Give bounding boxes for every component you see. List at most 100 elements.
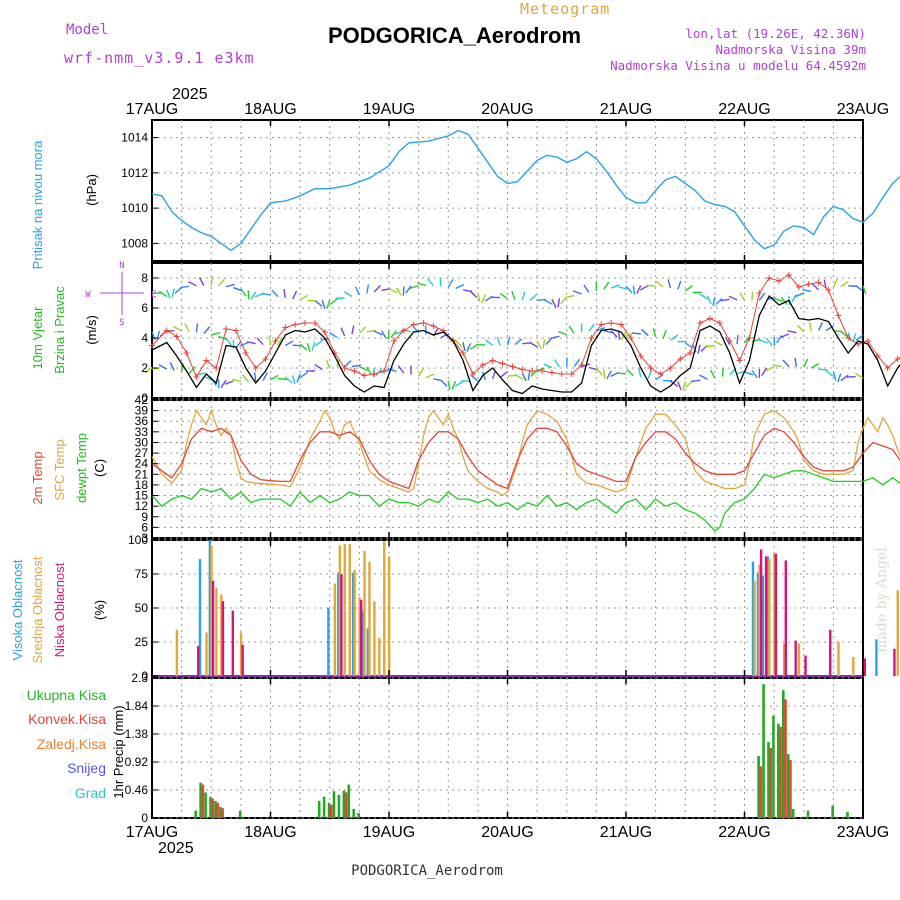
wind-direction-arrow [246,340,256,345]
wind-gust-marker [845,335,852,341]
cloud-bar [205,632,208,676]
cloud-bar [175,629,179,676]
precip-bar [211,798,215,818]
wind-direction-arrow [395,287,402,296]
cloud-bar [773,553,776,676]
wind-direction-arrow [462,289,473,293]
cloud-bar [337,572,340,676]
wind-direction-legend: N W E S [85,261,156,328]
temp-line-2m-temp [151,427,900,490]
cloud-bar [751,561,755,676]
wind-direction-arrow [670,334,679,341]
wind-direction-arrow [596,327,606,332]
wind-direction-arrow [543,363,553,369]
wind-gust-marker [420,320,427,326]
wind-gust-marker [311,320,318,326]
day-label-top: 23AUG [837,101,889,118]
wind-direction-arrow [759,339,769,344]
wind-axis-title: 10m Vjetar Brzina i Pravac (m/s) [30,286,99,374]
wind-direction-arrow [314,363,323,371]
precip-title: 1hr Precip (mm) [111,705,126,798]
precip-bar [347,784,351,818]
wind-direction-arrow [652,328,657,338]
wind-gust-marker [558,371,565,377]
temp-title-4: (C) [92,459,107,477]
cloud-title-3: Niska Oblacnost [52,562,67,657]
wind-direction-arrow [544,299,553,305]
cloud-bar [241,644,244,676]
precip-bar [772,715,775,818]
wind-direction-arrow [240,288,247,297]
wind-direction-arrow [632,285,636,295]
precip-bar [789,760,792,818]
wind-direction-arrow [359,365,368,372]
wind-gust-marker [598,321,605,328]
precip-bar [757,755,760,818]
wind-direction-arrow [454,380,464,387]
wind-gust-marker [489,357,496,364]
cloud-bar [863,658,866,676]
cloud-bar [211,580,215,676]
wind-gust-marker [252,365,259,371]
wind-gust-marker [697,320,704,326]
cloud-bar [351,572,355,676]
precip-bar [329,804,333,818]
precip-bar [344,792,348,818]
wind-direction-arrow [261,292,271,296]
temperature-ytick-label: 24 [135,457,149,471]
cloud-bar [378,637,381,676]
wind-direction-arrow [461,380,471,383]
cloud-bar [837,642,840,676]
wind-title-3: (m/s) [84,315,99,345]
temperature-ytick-label: 33 [135,425,149,439]
wind-direction-arrow [292,375,296,385]
wind-direction-arrow [529,294,538,302]
precip-bar [786,754,790,818]
wind-direction-arrow [728,295,738,301]
wind-direction-arrow [292,290,298,300]
wind-gust-marker [815,279,822,286]
wind-direction-arrow [299,343,308,351]
pressure-ytick-label: 1012 [121,166,148,180]
wind-direction-arrow [713,340,723,346]
wind-gust-marker [795,284,802,290]
precip-bar [782,690,785,818]
pressure-ytick-label: 1014 [121,131,148,145]
legend-snow: Snijeg [67,760,106,776]
cloud-bar [753,580,756,676]
wind-direction-arrow [655,280,664,288]
wind-direction-arrow [551,298,557,308]
wind-direction-arrow [825,325,835,332]
wind-direction-arrow [203,326,211,334]
day-label-bottom: 19AUG [363,824,415,841]
temp-axis-title: 2m Temp SFC Temp dewpt Temp (C) [30,433,107,505]
wind-gust-marker [785,272,792,278]
cloud-bar [794,640,797,676]
precip-bar [204,792,207,818]
cloud-bar [208,540,212,676]
wind-direction-arrow [355,286,361,296]
station-title: PODGORICA_Aerodrom [328,23,581,48]
cloud-bar [239,632,243,676]
wind-ytick-label: 0 [141,391,148,405]
wind-direction-arrow [427,278,434,287]
wind-direction-arrow [405,285,412,294]
wind-direction-arrow [381,288,391,292]
precip-bar [352,808,356,818]
temperature-ytick-label: 42 [135,393,149,407]
wind-direction-arrow [818,368,828,371]
wind-direction-arrow [171,288,175,298]
cloud-bar [373,601,376,676]
wind-direction-arrow [220,379,227,389]
cloud-bar [210,545,213,676]
wind-direction-arrow [542,339,546,349]
pressure-line [151,129,900,252]
wind-direction-arrow [417,282,427,287]
product-title: Meteogram [520,0,610,18]
wind-direction-arrow [284,376,293,384]
wind-direction-arrow [739,292,746,301]
legend-freezing-rain: Zaledj.Kisa [37,736,106,752]
wind-direction-arrow [292,344,302,347]
wind-direction-arrow [646,284,656,287]
